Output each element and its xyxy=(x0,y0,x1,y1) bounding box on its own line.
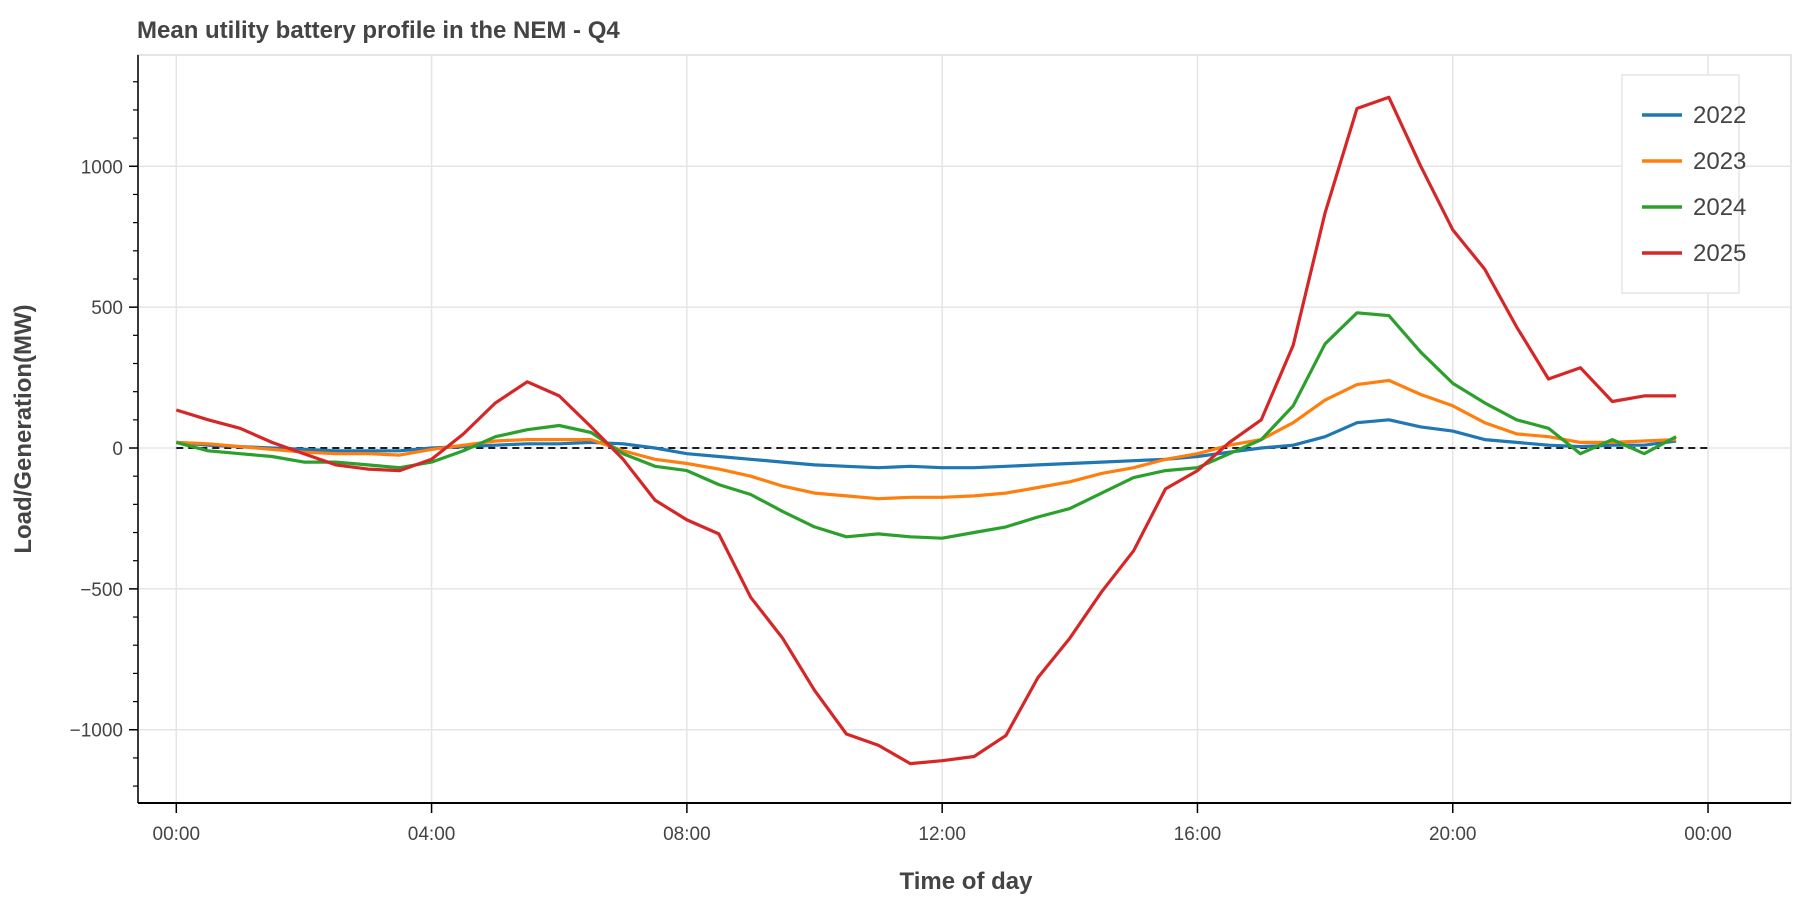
legend: 2022 2023 2024 2025 xyxy=(1621,74,1746,294)
y-tick-label: 1000 xyxy=(81,157,123,178)
x-axis-label: Time of day xyxy=(900,868,1034,895)
x-tick-label: 00:00 xyxy=(153,824,201,845)
series-lines xyxy=(175,95,1709,766)
plot-frame xyxy=(137,54,1792,804)
x-tick-label: 12:00 xyxy=(918,824,966,845)
series-line-2022 xyxy=(176,418,1677,470)
legend-label: 2024 xyxy=(1693,194,1746,221)
y-tick-label: 0 xyxy=(112,439,123,460)
series-line-2023 xyxy=(176,378,1677,501)
y-tick-label: 500 xyxy=(91,298,123,319)
x-tick-label: 08:00 xyxy=(663,824,711,845)
grid xyxy=(137,54,1792,804)
series-line-2024 xyxy=(175,311,1677,540)
y-tick-label: −1000 xyxy=(70,721,123,742)
y-tick-label: −500 xyxy=(80,580,123,601)
x-tick-label: 20:00 xyxy=(1429,824,1477,845)
x-tick-label: 00:00 xyxy=(1684,824,1732,845)
axes: 00:00 04:00 08:00 12:00 16:00 20:00 00:00 −1000… xyxy=(70,55,1791,845)
series-line-2025 xyxy=(175,95,1677,766)
x-tick-label: 04:00 xyxy=(408,824,456,845)
legend-box xyxy=(1621,74,1740,294)
y-axis-label: Load/Generation(MW) xyxy=(10,304,37,553)
x-tick-label: 16:00 xyxy=(1174,824,1222,845)
legend-label: 2022 xyxy=(1693,102,1746,129)
legend-label: 2023 xyxy=(1693,148,1746,175)
legend-label: 2025 xyxy=(1693,240,1746,267)
chart-title: Mean utility battery profile in the NEM … xyxy=(137,17,620,44)
